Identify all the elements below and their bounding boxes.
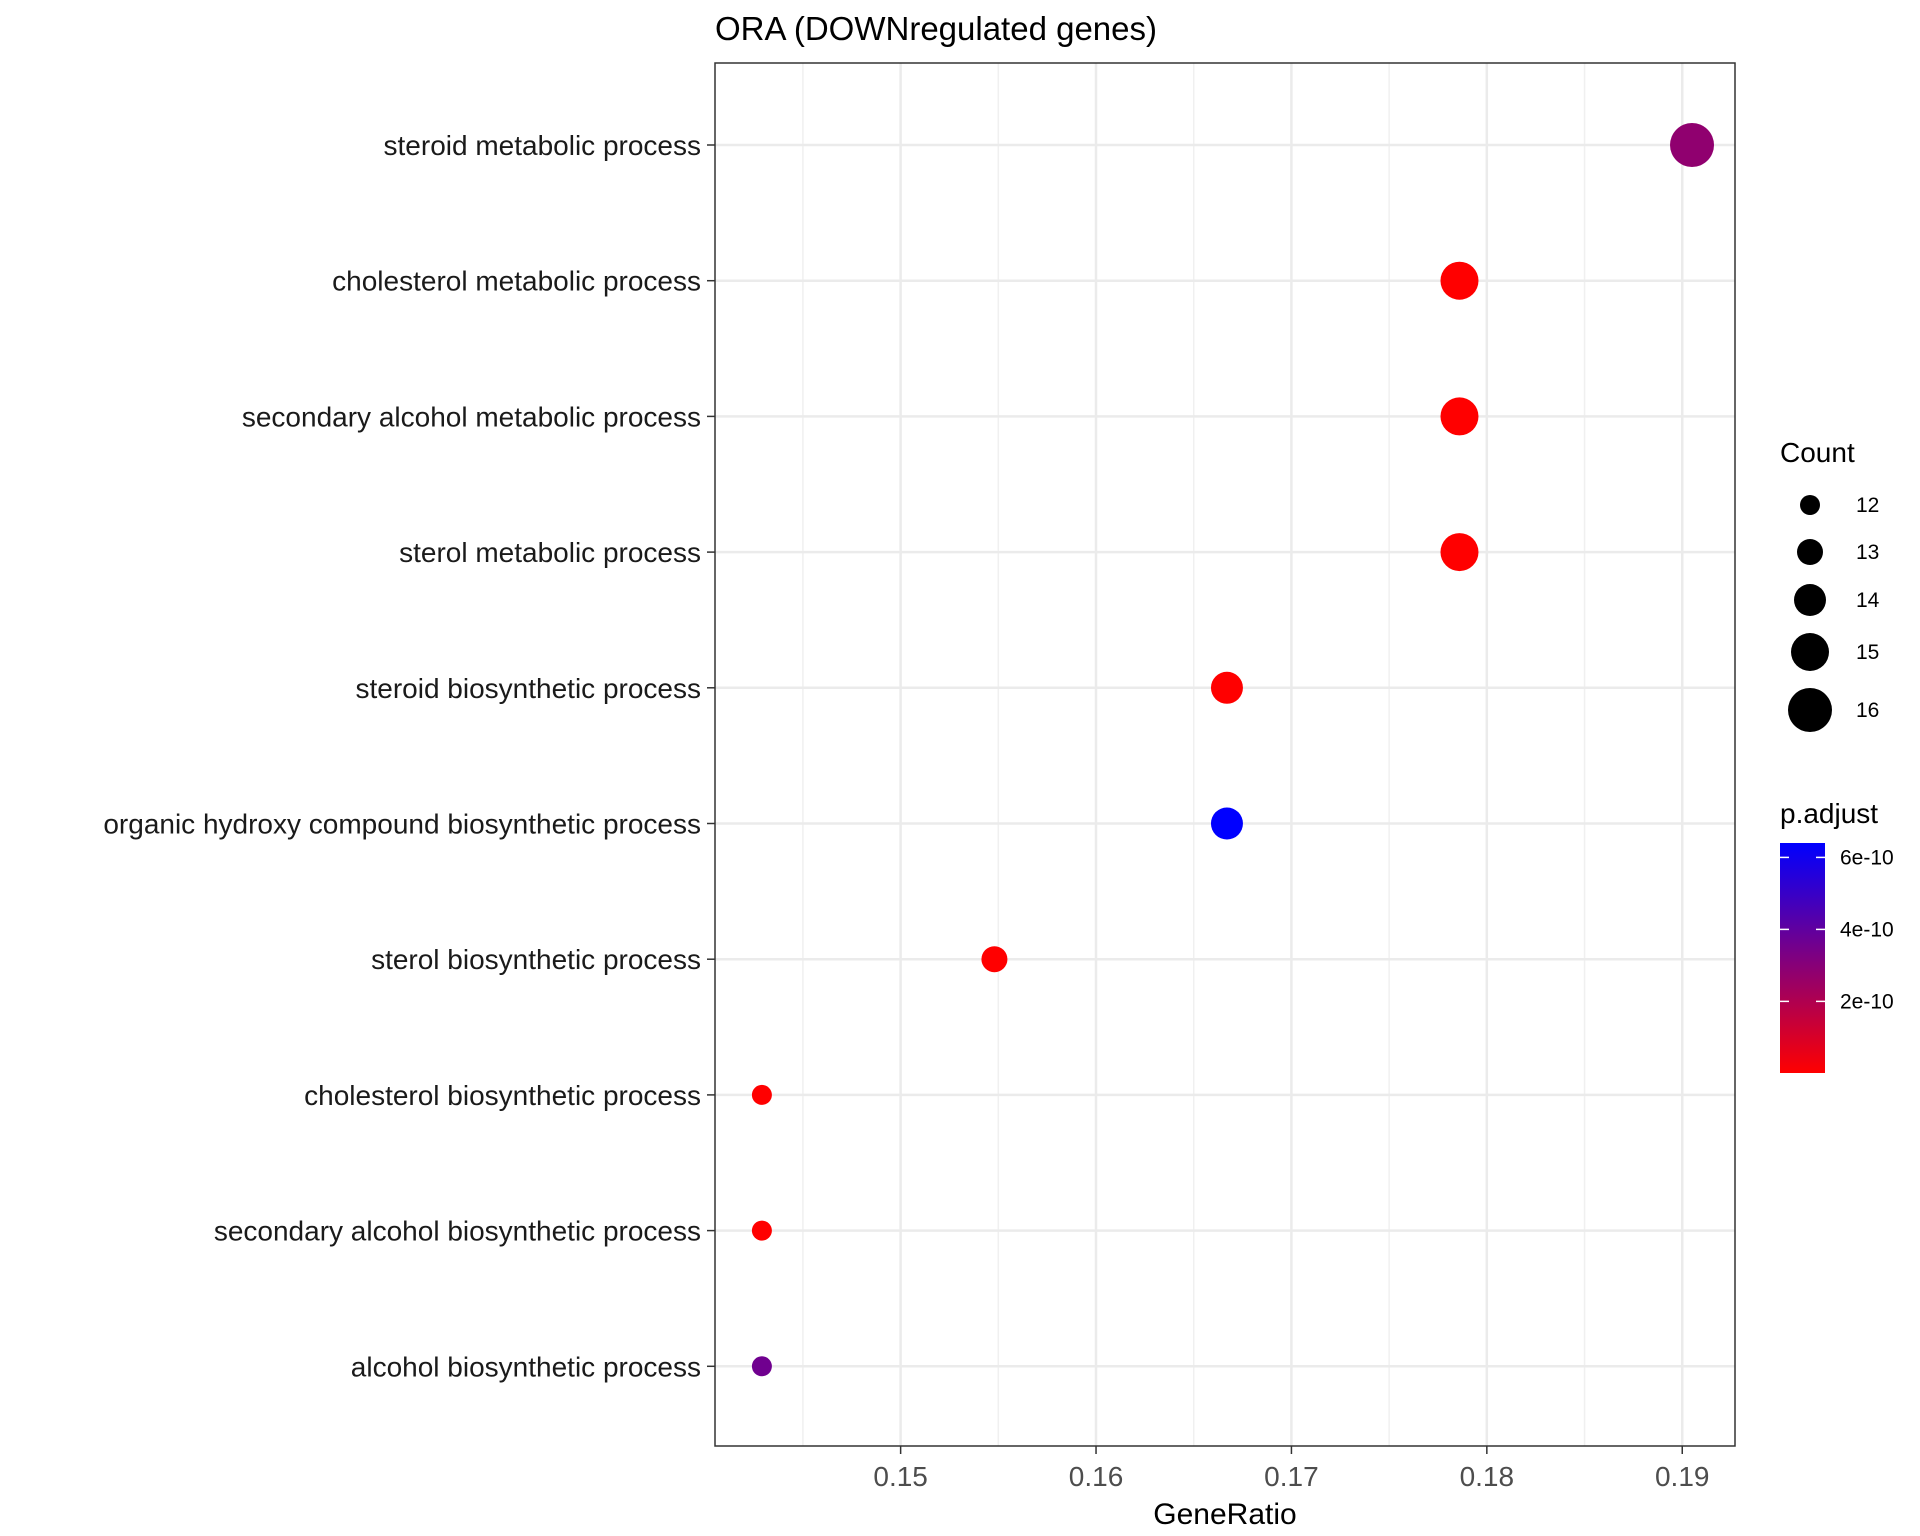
- y-tick-label: alcohol biosynthetic process: [351, 1351, 701, 1382]
- plot-panel-border: [714, 62, 1736, 1447]
- y-tick-label: secondary alcohol biosynthetic process: [214, 1216, 701, 1247]
- count-legend-key: [1788, 688, 1832, 732]
- x-tick-label: 0.15: [873, 1461, 928, 1492]
- count-legend-label: 13: [1856, 541, 1879, 564]
- major-gridlines: [715, 63, 1735, 1446]
- p-adjust-legend-label: 6e-10: [1840, 846, 1894, 869]
- data-point: [1440, 261, 1479, 300]
- p-adjust-colorbar: [1780, 843, 1825, 1073]
- x-axis: 0.15 0.16 0.17 0.18 0.19: [873, 1446, 1709, 1492]
- p-adjust-legend-label: 2e-10: [1840, 990, 1894, 1013]
- y-tick-label: cholesterol biosynthetic process: [304, 1080, 701, 1111]
- y-tick-label: secondary alcohol metabolic process: [242, 401, 701, 432]
- data-point: [1210, 807, 1243, 840]
- y-tick-label: cholesterol metabolic process: [332, 266, 701, 297]
- data-point: [1440, 397, 1479, 436]
- y-tick-label: steroid biosynthetic process: [355, 673, 701, 704]
- y-tick-label: sterol metabolic process: [399, 537, 701, 568]
- count-legend-label: 14: [1856, 589, 1880, 612]
- count-legend-key: [1800, 495, 1820, 515]
- count-legend-key: [1797, 539, 1823, 565]
- data-point: [1440, 533, 1479, 572]
- y-tick-label: sterol biosynthetic process: [371, 944, 701, 975]
- p-adjust-legend-label: 4e-10: [1840, 918, 1894, 941]
- y-axis: steroid metabolic process cholesterol met…: [103, 130, 715, 1382]
- count-legend: Count 12 13 14 15 16: [1780, 437, 1880, 732]
- count-legend-title: Count: [1780, 437, 1855, 468]
- chart-title: ORA (DOWNregulated genes): [715, 10, 1157, 47]
- data-point: [1670, 123, 1715, 167]
- minor-gridlines: [802, 63, 1586, 1446]
- y-tick-label: organic hydroxy compound biosynthetic pr…: [103, 809, 701, 840]
- data-point: [751, 1220, 772, 1241]
- data-point: [981, 946, 1008, 973]
- p-adjust-legend: p.adjust 2e-10 4e-10 6e-10: [1780, 798, 1894, 1073]
- y-tick-label: steroid metabolic process: [384, 130, 701, 161]
- count-legend-label: 12: [1856, 494, 1879, 517]
- x-tick-label: 0.19: [1655, 1461, 1710, 1492]
- p-adjust-legend-title: p.adjust: [1780, 798, 1878, 829]
- x-tick-label: 0.17: [1264, 1461, 1319, 1492]
- data-point: [751, 1084, 772, 1105]
- count-legend-label: 16: [1856, 699, 1879, 722]
- data-point: [1210, 671, 1243, 704]
- count-legend-key: [1791, 633, 1829, 671]
- x-axis-title: GeneRatio: [1153, 1498, 1296, 1531]
- data-points: [751, 123, 1715, 1377]
- x-tick-label: 0.18: [1460, 1461, 1515, 1492]
- data-point: [751, 1356, 772, 1377]
- count-legend-label: 15: [1856, 641, 1879, 664]
- count-legend-key: [1794, 584, 1826, 616]
- x-tick-label: 0.16: [1069, 1461, 1124, 1492]
